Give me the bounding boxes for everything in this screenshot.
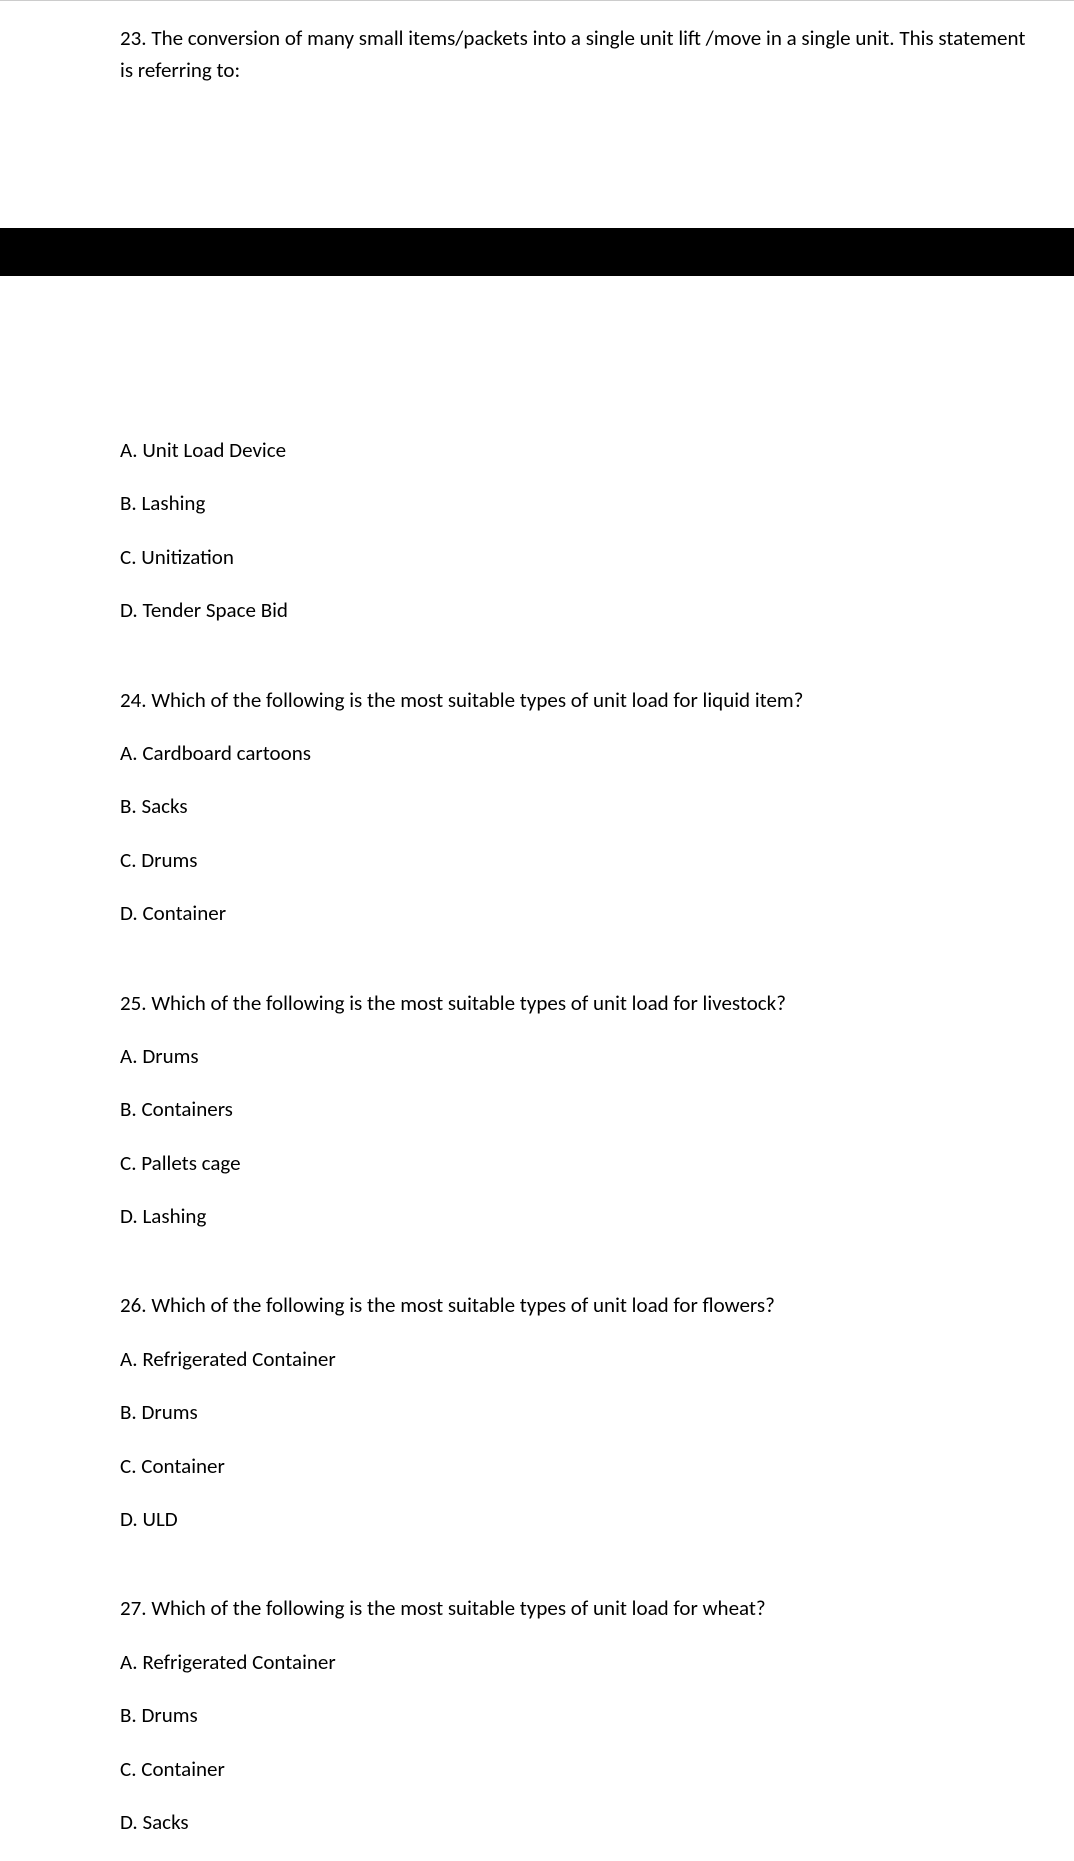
question-27-text: 27. Which of the following is the most s…	[120, 1594, 1034, 1623]
q24-option-d: D. Container	[120, 899, 1034, 928]
q25-option-d: D. Lashing	[120, 1202, 1034, 1231]
question-27: 27. Which of the following is the most s…	[120, 1594, 1034, 1837]
page-top-section: 23. The conversion of many small items/p…	[0, 0, 1074, 86]
q26-option-d: D. ULD	[120, 1505, 1034, 1534]
q23-question-wrapper: 23. The conversion of many small items/p…	[0, 23, 1074, 86]
q27-option-c: C. Container	[120, 1755, 1034, 1784]
q26-option-c: C. Container	[120, 1452, 1034, 1481]
question-23-options: A. Unit Load Device B. Lashing C. Unitiz…	[120, 436, 1034, 626]
q25-option-c: C. Pallets cage	[120, 1149, 1034, 1178]
main-content: A. Unit Load Device B. Lashing C. Unitiz…	[0, 436, 1074, 1837]
q25-option-a: A. Drums	[120, 1042, 1034, 1071]
question-25-text: 25. Which of the following is the most s…	[120, 989, 1034, 1018]
q23-option-c: C. Unitization	[120, 543, 1034, 572]
q27-option-a: A. Refrigerated Container	[120, 1648, 1034, 1677]
question-26: 26. Which of the following is the most s…	[120, 1291, 1034, 1534]
question-23-text: 23. The conversion of many small items/p…	[120, 23, 1034, 86]
question-25: 25. Which of the following is the most s…	[120, 989, 1034, 1232]
q26-option-a: A. Refrigerated Container	[120, 1345, 1034, 1374]
q24-option-a: A. Cardboard cartoons	[120, 739, 1034, 768]
question-24-text: 24. Which of the following is the most s…	[120, 686, 1034, 715]
q27-option-d: D. Sacks	[120, 1808, 1034, 1837]
q27-option-b: B. Drums	[120, 1701, 1034, 1730]
q26-option-b: B. Drums	[120, 1398, 1034, 1427]
black-separator-bar	[0, 228, 1074, 276]
q23-option-b: B. Lashing	[120, 489, 1034, 518]
q25-option-b: B. Containers	[120, 1095, 1034, 1124]
q23-option-d: D. Tender Space Bid	[120, 596, 1034, 625]
q23-option-a: A. Unit Load Device	[120, 436, 1034, 465]
question-24: 24. Which of the following is the most s…	[120, 686, 1034, 929]
question-26-text: 26. Which of the following is the most s…	[120, 1291, 1034, 1320]
q24-option-b: B. Sacks	[120, 792, 1034, 821]
q24-option-c: C. Drums	[120, 846, 1034, 875]
